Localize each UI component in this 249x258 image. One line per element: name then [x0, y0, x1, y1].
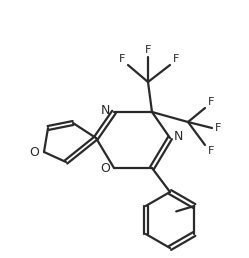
Text: F: F [173, 54, 179, 64]
Text: F: F [145, 45, 151, 55]
Text: F: F [119, 54, 125, 64]
Text: F: F [208, 97, 214, 107]
Text: F: F [208, 146, 214, 156]
Text: N: N [101, 104, 110, 117]
Text: F: F [215, 123, 221, 133]
Text: N: N [174, 131, 183, 143]
Text: O: O [100, 163, 110, 175]
Text: O: O [29, 146, 39, 158]
